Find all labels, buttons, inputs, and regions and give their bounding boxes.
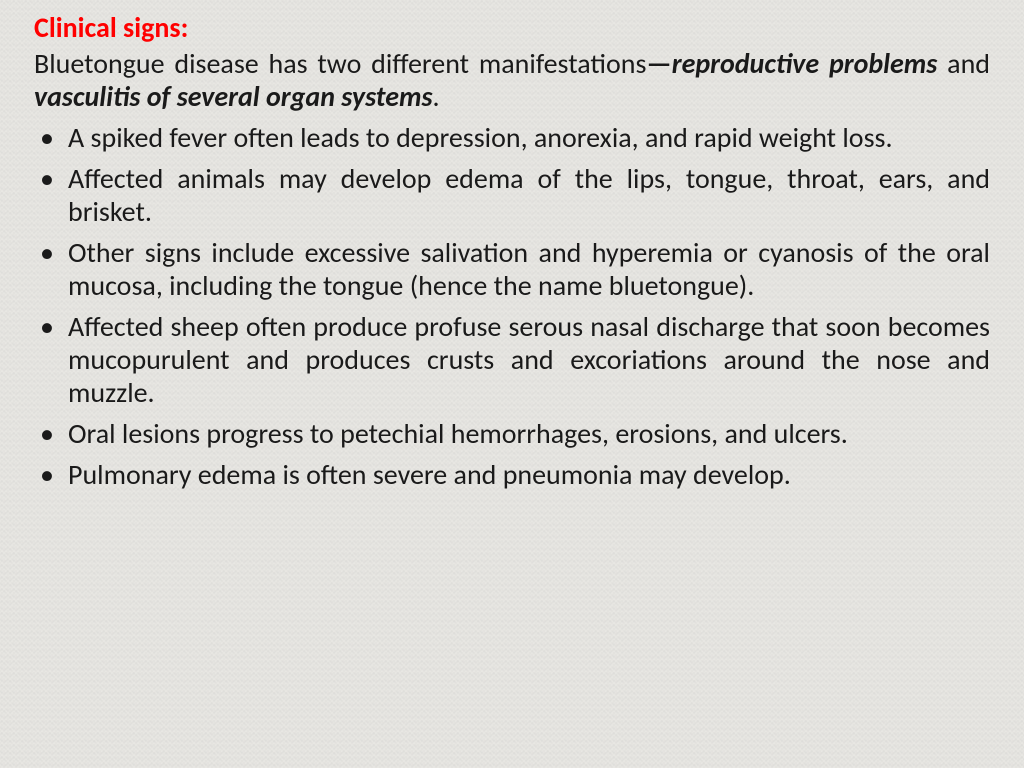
intro-emphasis-1: reproductive problems xyxy=(672,46,938,81)
intro-and: and xyxy=(937,46,990,81)
list-item: Affected animals may develop edema of th… xyxy=(34,162,990,228)
list-item: A spiked fever often leads to depression… xyxy=(34,121,990,154)
intro-paragraph: Bluetongue disease has two different man… xyxy=(34,47,990,113)
list-item: Oral lesions progress to petechial hemor… xyxy=(34,417,990,450)
list-item: Other signs include excessive salivation… xyxy=(34,236,990,302)
section-heading: Clinical signs: xyxy=(34,10,990,45)
list-item: Affected sheep often produce profuse ser… xyxy=(34,310,990,409)
bullet-list: A spiked fever often leads to depression… xyxy=(34,121,990,491)
intro-period: . xyxy=(433,79,440,114)
intro-lead: Bluetongue disease has two different man… xyxy=(34,46,646,81)
intro-emphasis-2: vasculitis of several organ systems xyxy=(34,79,433,114)
intro-dash: — xyxy=(646,46,671,81)
list-item: Pulmonary edema is often severe and pneu… xyxy=(34,458,990,491)
